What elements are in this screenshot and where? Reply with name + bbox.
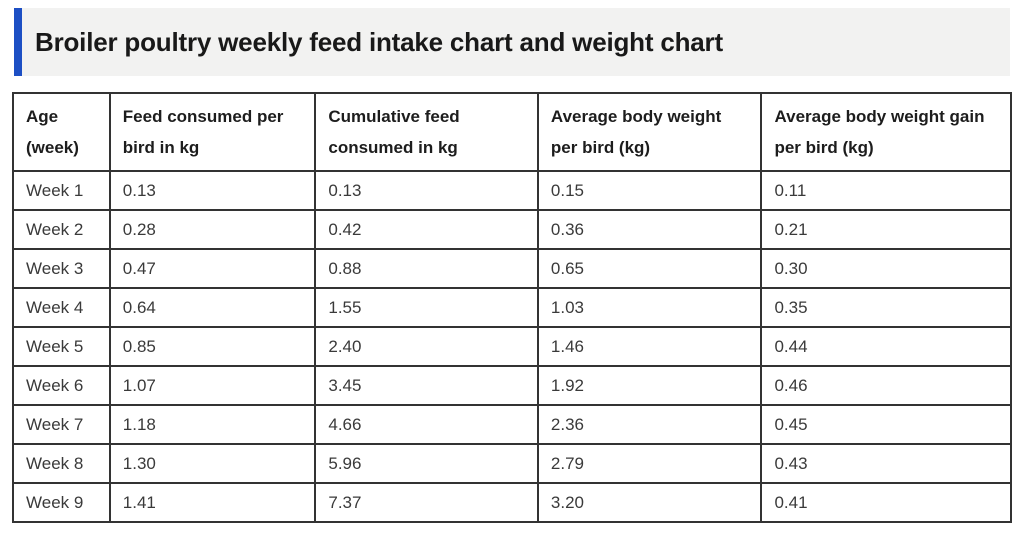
value-cell: 1.41 bbox=[108, 482, 317, 523]
table-row: Week 7 1.18 4.66 2.36 0.45 bbox=[12, 404, 1012, 445]
value-cell: 0.21 bbox=[760, 209, 1012, 250]
table-row: Week 4 0.64 1.55 1.03 0.35 bbox=[12, 287, 1012, 328]
table-row: Week 2 0.28 0.42 0.36 0.21 bbox=[12, 209, 1012, 250]
table-row: Week 8 1.30 5.96 2.79 0.43 bbox=[12, 443, 1012, 484]
title-accent-bar bbox=[14, 8, 22, 76]
week-cell: Week 3 bbox=[12, 248, 111, 289]
table-row: Week 9 1.41 7.37 3.20 0.41 bbox=[12, 482, 1012, 523]
value-cell: 0.13 bbox=[314, 170, 539, 211]
feed-intake-table: Age (week) Feed consumed per bird in kg Cu… bbox=[12, 92, 1012, 523]
value-cell: 0.36 bbox=[536, 209, 763, 250]
week-cell: Week 2 bbox=[12, 209, 111, 250]
week-cell: Week 8 bbox=[12, 443, 111, 484]
value-cell: 0.45 bbox=[760, 404, 1012, 445]
value-cell: 3.20 bbox=[536, 482, 763, 523]
table-row: Week 3 0.47 0.88 0.65 0.30 bbox=[12, 248, 1012, 289]
value-cell: 0.13 bbox=[108, 170, 317, 211]
value-cell: 2.40 bbox=[314, 326, 539, 367]
value-cell: 0.41 bbox=[760, 482, 1012, 523]
page-title: Broiler poultry weekly feed intake chart… bbox=[35, 26, 723, 57]
value-cell: 0.64 bbox=[108, 287, 317, 328]
value-cell: 0.28 bbox=[108, 209, 317, 250]
value-cell: 1.55 bbox=[314, 287, 539, 328]
value-cell: 1.18 bbox=[108, 404, 317, 445]
value-cell: 2.36 bbox=[536, 404, 763, 445]
value-cell: 0.65 bbox=[536, 248, 763, 289]
value-cell: 1.92 bbox=[536, 365, 763, 406]
value-cell: 1.07 bbox=[108, 365, 317, 406]
value-cell: 3.45 bbox=[314, 365, 539, 406]
title-band: Broiler poultry weekly feed intake chart… bbox=[14, 8, 1010, 76]
week-cell: Week 7 bbox=[12, 404, 111, 445]
column-header: Cumulative feed consumed in kg bbox=[314, 92, 539, 172]
table-row: Week 1 0.13 0.13 0.15 0.11 bbox=[12, 170, 1012, 211]
value-cell: 0.11 bbox=[760, 170, 1012, 211]
value-cell: 1.03 bbox=[536, 287, 763, 328]
column-header: Average body weight per bird (kg) bbox=[536, 92, 763, 172]
week-cell: Week 6 bbox=[12, 365, 111, 406]
column-header: Average body weight gain per bird (kg) bbox=[760, 92, 1012, 172]
value-cell: 0.35 bbox=[760, 287, 1012, 328]
table-row: Week 5 0.85 2.40 1.46 0.44 bbox=[12, 326, 1012, 367]
table-row: Week 6 1.07 3.45 1.92 0.46 bbox=[12, 365, 1012, 406]
value-cell: 0.44 bbox=[760, 326, 1012, 367]
value-cell: 0.30 bbox=[760, 248, 1012, 289]
table-body: Week 1 0.13 0.13 0.15 0.11 Week 2 0.28 0.42 0.36… bbox=[12, 170, 1012, 523]
value-cell: 0.47 bbox=[108, 248, 317, 289]
week-cell: Week 5 bbox=[12, 326, 111, 367]
value-cell: 0.42 bbox=[314, 209, 539, 250]
column-header: Age (week) bbox=[12, 92, 111, 172]
value-cell: 2.79 bbox=[536, 443, 763, 484]
value-cell: 0.15 bbox=[536, 170, 763, 211]
value-cell: 0.46 bbox=[760, 365, 1012, 406]
column-header: Feed consumed per bird in kg bbox=[108, 92, 317, 172]
value-cell: 1.46 bbox=[536, 326, 763, 367]
table-header-row: Age (week) Feed consumed per bird in kg Cu… bbox=[12, 92, 1012, 172]
value-cell: 0.88 bbox=[314, 248, 539, 289]
value-cell: 5.96 bbox=[314, 443, 539, 484]
week-cell: Week 1 bbox=[12, 170, 111, 211]
value-cell: 7.37 bbox=[314, 482, 539, 523]
value-cell: 0.43 bbox=[760, 443, 1012, 484]
week-cell: Week 9 bbox=[12, 482, 111, 523]
week-cell: Week 4 bbox=[12, 287, 111, 328]
value-cell: 1.30 bbox=[108, 443, 317, 484]
value-cell: 0.85 bbox=[108, 326, 317, 367]
value-cell: 4.66 bbox=[314, 404, 539, 445]
